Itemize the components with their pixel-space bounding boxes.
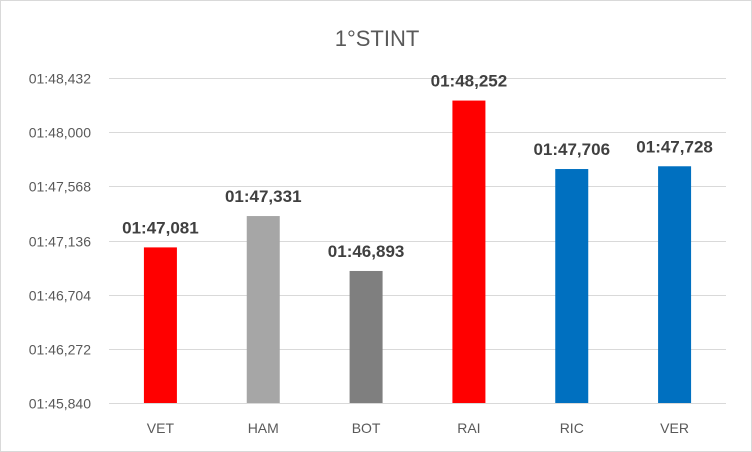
y-tick-label: 01:46,704 bbox=[29, 288, 91, 304]
data-label-bot: 01:46,893 bbox=[328, 242, 405, 261]
y-tick-label: 01:47,136 bbox=[29, 234, 91, 250]
bar-ham bbox=[246, 216, 280, 403]
data-label-ver: 01:47,728 bbox=[636, 137, 713, 156]
x-tick-label-ver: VER bbox=[660, 420, 689, 436]
y-tick-label: 01:46,272 bbox=[29, 342, 91, 358]
y-tick-label: 01:48,432 bbox=[29, 71, 91, 87]
y-tick-label: 01:47,568 bbox=[29, 179, 91, 195]
x-tick-label-ric: RIC bbox=[560, 420, 584, 436]
data-label-rai: 01:48,252 bbox=[431, 72, 508, 91]
data-label-ric: 01:47,706 bbox=[533, 140, 610, 159]
x-tick-label-rai: RAI bbox=[457, 420, 480, 436]
gridlines bbox=[109, 78, 726, 404]
x-axis-ticks: VET HAM BOT RAI RIC VER bbox=[147, 420, 689, 436]
bar-ver bbox=[658, 166, 692, 403]
bar-ric bbox=[555, 169, 589, 403]
data-labels: 01:47,081 01:47,331 01:46,893 01:48,252 01:4… bbox=[122, 72, 713, 261]
x-tick-label-bot: BOT bbox=[352, 420, 381, 436]
bars bbox=[143, 100, 692, 403]
y-tick-label: 01:45,840 bbox=[29, 396, 91, 412]
bar-bot bbox=[349, 270, 383, 403]
y-axis-ticks: 01:45,840 01:46,272 01:46,704 01:47,136 01:4… bbox=[29, 71, 91, 412]
y-tick-label: 01:48,000 bbox=[29, 125, 91, 141]
x-tick-label-ham: HAM bbox=[248, 420, 279, 436]
data-label-vet: 01:47,081 bbox=[122, 218, 199, 237]
x-tick-label-vet: VET bbox=[147, 420, 175, 436]
bar-rai bbox=[452, 100, 486, 403]
bar-vet bbox=[143, 247, 177, 403]
chart-title: 1°STINT bbox=[335, 26, 420, 51]
data-label-ham: 01:47,331 bbox=[225, 187, 302, 206]
